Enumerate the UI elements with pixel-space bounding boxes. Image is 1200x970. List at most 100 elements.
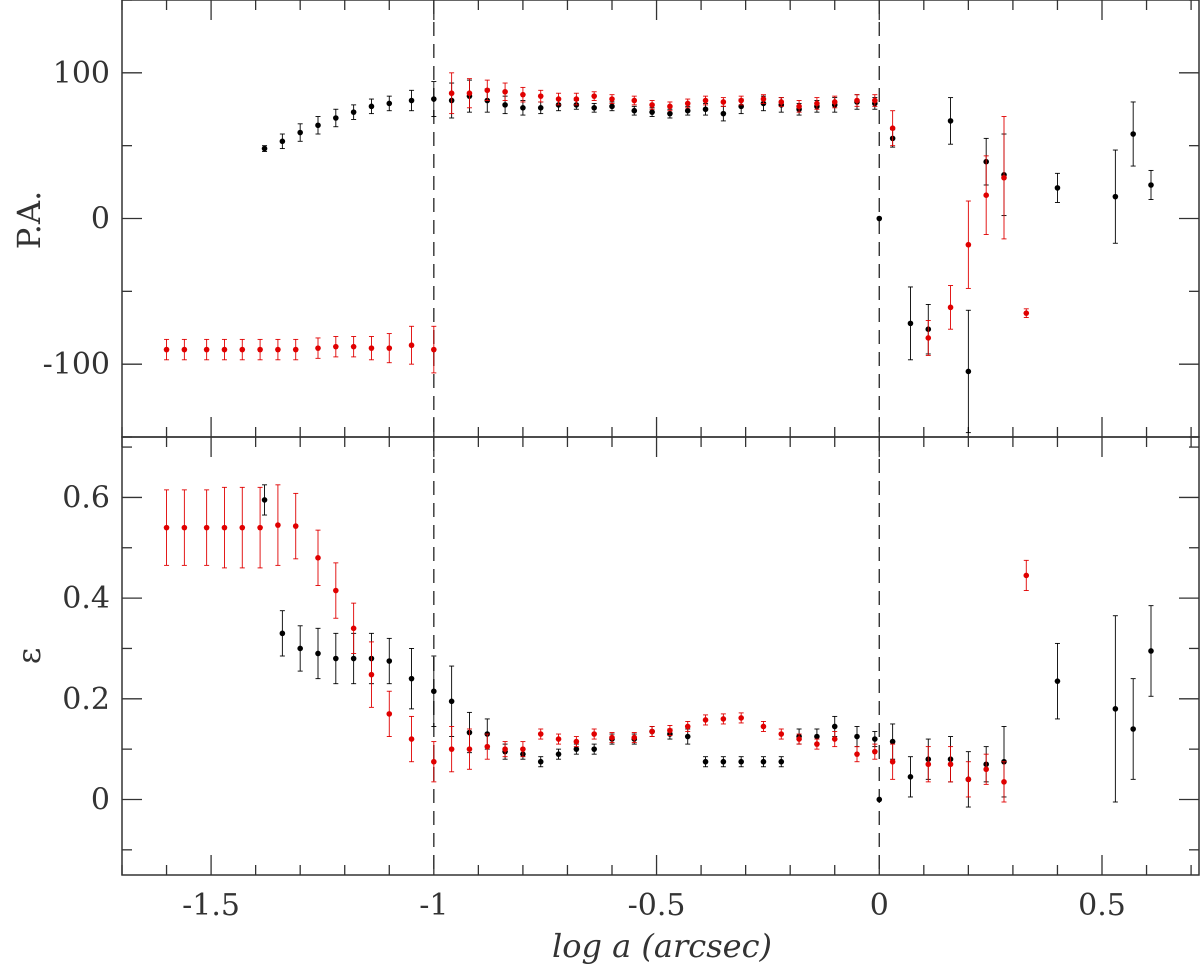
data-point-red (203, 346, 210, 353)
data-point-red (667, 727, 673, 734)
data-point-red (591, 93, 597, 99)
data-point-red (275, 522, 281, 528)
data-point-red (854, 97, 860, 104)
y-tick-label: 0 (91, 782, 110, 817)
data-point-red (983, 766, 989, 773)
data-point-black (537, 104, 544, 111)
panel-frame-ellipticity (121, 436, 1200, 876)
data-point-red (181, 346, 188, 353)
data-point-red (667, 103, 673, 110)
data-point-black (667, 110, 673, 117)
data-point-black (1148, 648, 1154, 654)
data-point-black (431, 688, 437, 695)
data-point-black (350, 655, 357, 662)
data-point-red (609, 96, 615, 102)
data-point-black (573, 746, 580, 752)
data-point-black (350, 109, 357, 115)
y-tick-label: 0 (91, 202, 110, 237)
data-point-red (368, 345, 375, 351)
data-point-red (333, 587, 339, 594)
data-point-red (333, 343, 339, 350)
data-point-red (502, 88, 508, 95)
data-point-black (591, 104, 597, 111)
y-axis-label-ellipticity: ε (10, 648, 48, 665)
data-point-red (484, 87, 491, 94)
data-point-red (814, 100, 820, 107)
data-point-red (408, 342, 415, 349)
data-point-black (1054, 185, 1061, 191)
data-point-red (431, 758, 437, 765)
x-tick-label: -1 (419, 888, 448, 923)
data-point-red (292, 523, 299, 529)
data-point-black (814, 733, 820, 740)
data-point-red (520, 91, 526, 98)
data-point-red (947, 304, 954, 311)
data-point-red (720, 99, 727, 105)
data-point-red (448, 746, 455, 752)
data-point-black (1130, 726, 1136, 732)
data-point-red (831, 99, 838, 105)
data-point-black (684, 733, 691, 740)
y-tick-label: 0.2 (62, 682, 110, 717)
data-marks (163, 72, 1154, 808)
data-point-black (738, 758, 744, 765)
data-point-red (386, 345, 393, 351)
data-point-red (760, 96, 767, 102)
data-point-red (257, 524, 263, 531)
data-point-red (1023, 310, 1030, 316)
data-point-black (537, 758, 544, 765)
data-point-black (333, 655, 339, 662)
data-point-black (702, 758, 709, 765)
data-point-black (520, 104, 526, 111)
data-point-red (631, 734, 638, 741)
data-point-red (889, 125, 896, 131)
data-point-red (1001, 779, 1007, 785)
data-point-red (181, 524, 188, 531)
data-point-red (649, 728, 655, 735)
data-point-red (591, 731, 597, 737)
data-point-red (484, 743, 491, 750)
data-point-black (684, 107, 691, 114)
data-point-black (720, 110, 727, 117)
data-point-red (814, 741, 820, 747)
data-point-red (947, 761, 954, 768)
panel-frame-pa (121, 0, 1200, 438)
data-point-red (315, 555, 321, 561)
data-point-red (720, 716, 727, 722)
data-point-black (297, 129, 303, 136)
data-point-red (408, 736, 415, 742)
data-point-black (386, 658, 393, 664)
data-point-black (591, 746, 597, 752)
data-point-black (854, 733, 860, 740)
y-tick-label: 0.4 (62, 581, 110, 616)
data-point-red (239, 346, 246, 353)
data-point-red (778, 731, 785, 737)
data-point-black (609, 103, 615, 110)
y-tick-label: 0.6 (62, 480, 110, 515)
data-point-black (631, 107, 638, 114)
data-point-red (965, 776, 972, 783)
data-point-black (876, 215, 883, 222)
data-point-black (408, 97, 415, 104)
data-point-red (631, 97, 638, 104)
data-point-black (702, 106, 709, 113)
data-point-black (907, 774, 914, 780)
data-point-red (555, 96, 562, 102)
data-point-red (431, 346, 437, 353)
data-point-red (368, 671, 375, 678)
data-point-black (889, 738, 896, 745)
data-point-black (261, 145, 268, 152)
data-point-red (778, 99, 785, 105)
data-point-black (1112, 706, 1119, 712)
data-point-black (333, 115, 339, 121)
data-point-black (408, 675, 415, 682)
data-point-red (520, 746, 526, 752)
data-point-red (555, 736, 562, 742)
data-point-red (854, 751, 860, 757)
data-point-black (315, 122, 321, 129)
data-point-black (555, 751, 562, 757)
data-point-red (609, 734, 615, 741)
data-point-red (760, 723, 767, 730)
data-point-red (889, 758, 896, 765)
